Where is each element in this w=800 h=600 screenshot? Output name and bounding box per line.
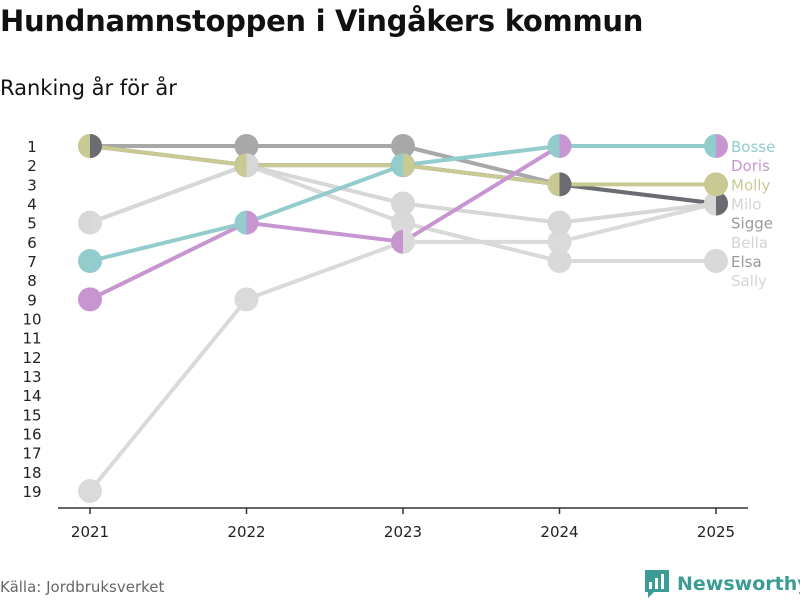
x-tick-label: 2022 (227, 523, 265, 541)
data-point-bosse (704, 134, 716, 158)
data-point-molly (547, 172, 560, 197)
data-point-bella (234, 287, 259, 312)
data-point-bella (403, 229, 416, 254)
data-point-doris (78, 287, 102, 312)
y-tick-label: 10 (22, 311, 41, 329)
data-point-milo (704, 191, 716, 216)
chart-subtitle: Ranking år för år (0, 76, 177, 100)
data-point-bella (78, 479, 102, 504)
x-tick-label: 2023 (384, 523, 422, 541)
newsworthy-logo-icon (645, 570, 669, 598)
chart-title: Hundnamnstoppen i Vingåkers kommun (0, 4, 644, 38)
y-tick-label: 12 (22, 349, 41, 367)
legend-label-elsa: Elsa (731, 253, 762, 271)
legend-label-bosse: Bosse (731, 138, 775, 156)
data-point-doris (246, 210, 259, 235)
y-tick-label: 17 (22, 445, 41, 463)
y-tick-label: 4 (27, 196, 37, 214)
x-tick-label: 2024 (540, 523, 578, 541)
brand-name: Newsworthy (677, 573, 800, 595)
y-tick-label: 9 (27, 291, 37, 309)
source-note: Källa: Jordbruksverket (0, 578, 165, 596)
x-tick-label: 2021 (71, 523, 109, 541)
y-tick-label: 19 (22, 483, 41, 501)
data-point-elsa (391, 134, 415, 158)
y-tick-label: 13 (22, 368, 41, 386)
data-point-sigge (716, 191, 728, 216)
y-tick-label: 18 (22, 464, 41, 482)
data-point-sally (547, 249, 572, 274)
data-point-sigge (90, 134, 102, 158)
data-point-doris (716, 134, 728, 158)
data-point-molly (234, 153, 247, 178)
y-tick-label: 6 (27, 234, 37, 252)
data-point-bosse (78, 249, 102, 274)
y-tick-label: 5 (27, 215, 37, 233)
data-point-doris (391, 229, 403, 254)
data-point-molly (403, 153, 416, 178)
legend-label-doris: Doris (731, 157, 770, 175)
legend-label-milo: Milo (731, 196, 761, 214)
y-tick-label: 15 (22, 406, 41, 424)
data-point-bosse (391, 153, 403, 178)
data-point-bella (547, 229, 572, 254)
y-tick-label: 14 (22, 387, 41, 405)
y-tick-label: 2 (27, 157, 37, 175)
y-tick-label: 16 (22, 426, 41, 444)
legend-label-sally: Sally (731, 272, 767, 290)
data-point-molly (78, 134, 90, 158)
data-point-bosse (547, 134, 560, 158)
y-tick-label: 7 (27, 253, 37, 271)
brand-logo: Newsworthy (645, 570, 800, 598)
x-tick-label: 2025 (697, 523, 735, 541)
data-point-sally (391, 210, 415, 235)
data-point-sally (704, 249, 728, 274)
legend-label-sigge: Sigge (731, 215, 773, 233)
data-point-milo (246, 153, 259, 178)
legend-label-bella: Bella (731, 234, 768, 252)
y-tick-label: 3 (27, 176, 37, 194)
data-point-doris (559, 134, 572, 158)
data-point-molly (704, 172, 728, 197)
data-point-elsa (234, 134, 259, 158)
data-point-milo (547, 210, 572, 235)
y-tick-label: 1 (27, 138, 37, 156)
data-point-sigge (559, 172, 572, 197)
data-point-milo (78, 210, 90, 235)
y-tick-label: 11 (22, 330, 41, 348)
y-tick-label: 8 (27, 272, 37, 290)
data-point-bosse (234, 210, 247, 235)
data-point-sally (90, 210, 102, 235)
legend-label-molly: Molly (731, 176, 770, 194)
data-point-milo (391, 191, 415, 216)
